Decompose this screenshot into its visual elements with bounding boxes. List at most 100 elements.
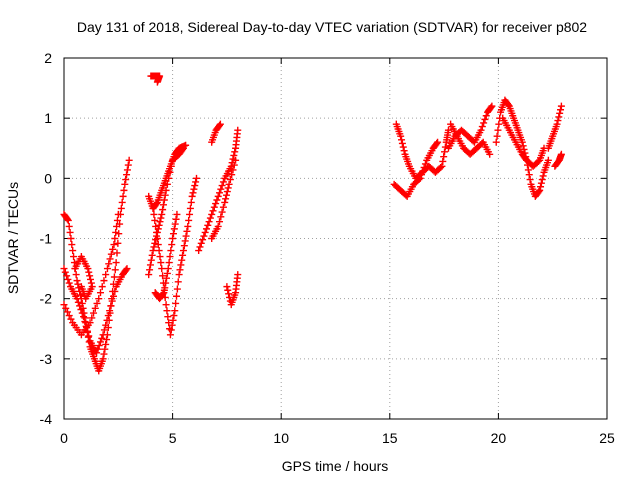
data-point: [156, 218, 164, 226]
data-point: [214, 222, 222, 230]
data-point: [192, 178, 200, 186]
data-point: [110, 273, 118, 281]
data-point: [234, 126, 242, 134]
x-tick-label: 10: [273, 430, 289, 446]
data-point: [160, 289, 168, 297]
data-point: [557, 106, 565, 114]
data-point: [104, 312, 112, 320]
data-point: [208, 210, 216, 218]
data-point: [440, 153, 448, 161]
data-point: [168, 241, 176, 249]
data-point: [68, 241, 76, 249]
data-point: [224, 184, 232, 192]
data-point: [185, 216, 193, 224]
data-point: [534, 157, 542, 165]
data-point: [169, 316, 177, 324]
data-point: [62, 304, 70, 312]
data-point: [216, 120, 224, 128]
data-point: [91, 304, 99, 312]
data-point: [72, 271, 80, 279]
data-point: [555, 113, 563, 121]
data-point: [223, 188, 231, 196]
data-point: [160, 196, 168, 204]
data-point: [553, 120, 561, 128]
data-point: [112, 228, 120, 236]
data-point: [488, 102, 496, 110]
data-point: [178, 256, 186, 264]
data-point: [196, 243, 204, 251]
data-point: [154, 241, 162, 249]
data-point: [439, 157, 447, 165]
data-point: [84, 265, 92, 273]
data-point: [179, 144, 187, 152]
data-point: [167, 162, 175, 170]
data-point: [231, 148, 239, 156]
data-point: [60, 265, 68, 273]
data-point: [444, 126, 452, 134]
data-point: [124, 161, 132, 169]
data-point: [518, 138, 526, 146]
data-point: [95, 295, 103, 303]
data-point: [98, 334, 106, 342]
data-point: [73, 295, 81, 303]
data-point: [94, 345, 102, 353]
data-point: [151, 216, 159, 224]
data-point: [181, 237, 189, 245]
data-point: [557, 150, 565, 158]
data-point: [100, 277, 108, 285]
data-point: [102, 321, 110, 329]
data-point: [96, 289, 104, 297]
data-point: [93, 349, 101, 357]
data-point: [210, 203, 218, 211]
data-point: [478, 123, 486, 131]
data-point: [556, 109, 564, 117]
data-point: [105, 260, 113, 268]
x-tick-label: 20: [491, 430, 507, 446]
y-tick-label: 2: [44, 50, 52, 66]
y-tick-label: -2: [40, 291, 53, 307]
data-point: [159, 201, 167, 209]
series-arc-k: [208, 156, 240, 242]
data-point: [153, 235, 161, 242]
data-point: [159, 206, 167, 214]
series-arc-i: [151, 210, 181, 303]
series-arc-l: [208, 120, 224, 146]
data-point: [153, 78, 161, 86]
data-point: [167, 247, 175, 255]
data-point: [66, 228, 74, 236]
data-point: [218, 208, 226, 216]
series-arc-a: [60, 156, 133, 375]
data-point: [169, 235, 177, 242]
y-tick-label: -3: [40, 351, 53, 367]
data-point: [438, 162, 446, 170]
data-point: [199, 236, 207, 244]
data-point: [117, 204, 125, 212]
series-arc-g: [145, 144, 187, 279]
data-point: [557, 102, 565, 110]
data-point: [163, 307, 171, 315]
data-point: [162, 301, 170, 309]
data-point: [153, 228, 161, 236]
data-point: [113, 249, 121, 257]
data-point: [200, 232, 208, 240]
data-point: [190, 185, 198, 193]
data-point: [110, 241, 118, 249]
data-point: [150, 210, 158, 218]
data-point: [77, 283, 85, 291]
data-point: [69, 247, 77, 255]
data-point: [146, 266, 154, 274]
data-point: [495, 120, 503, 128]
data-point: [554, 117, 562, 125]
data-point: [162, 186, 170, 194]
data-point: [201, 228, 209, 236]
data-point: [125, 156, 133, 164]
data-point: [171, 220, 179, 228]
data-point: [162, 279, 170, 287]
data-point: [202, 225, 210, 233]
data-point: [183, 227, 191, 235]
data-point: [494, 126, 502, 134]
data-point: [67, 235, 75, 242]
data-point: [148, 251, 156, 259]
data-point: [76, 302, 84, 310]
